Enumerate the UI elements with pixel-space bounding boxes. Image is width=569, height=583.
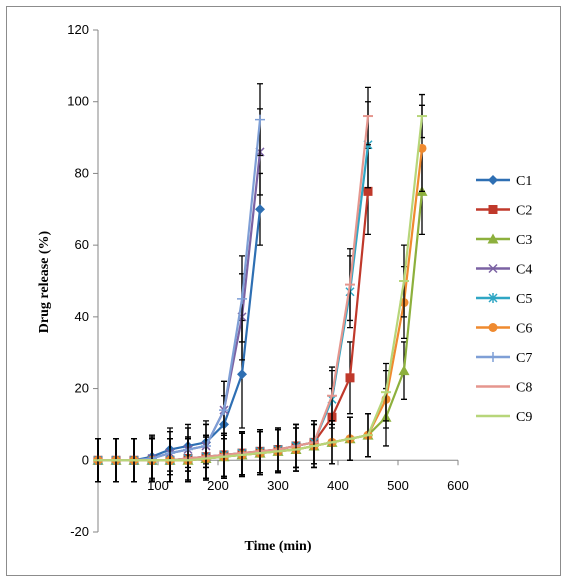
data-point (363, 186, 373, 196)
x-tick-label: 400 (327, 478, 349, 493)
y-tick-label: 40 (75, 309, 89, 324)
x-tick-label: 300 (267, 478, 289, 493)
x-tick-label: 600 (447, 478, 469, 493)
data-point (237, 293, 247, 304)
x-axis-title: Time (min) (244, 539, 311, 554)
legend-item-c8: C8 (476, 381, 532, 396)
y-tick-label: -20 (70, 524, 89, 539)
legend-item-c4: C4 (476, 263, 532, 278)
series-layer (92, 83, 428, 483)
legend: C1 C2 C3 C4 C5 C6 C7 C8 C9 (476, 174, 532, 425)
series-c7 (93, 83, 265, 483)
x-tick-label: 200 (207, 478, 229, 493)
data-point (255, 114, 265, 125)
legend-label: C1 (516, 174, 532, 189)
series-line (98, 151, 262, 462)
legend-label: C9 (516, 410, 532, 425)
series-c2 (93, 147, 373, 483)
legend-item-c1: C1 (476, 174, 532, 189)
legend-item-c3: C3 (476, 233, 532, 248)
series-c8 (93, 86, 373, 483)
legend-item-c2: C2 (476, 204, 532, 219)
series-line (98, 115, 370, 462)
legend-marker (487, 233, 499, 244)
data-point (237, 369, 247, 380)
legend-label: C7 (516, 351, 532, 366)
legend-marker (488, 352, 498, 362)
legend-label: C2 (516, 204, 532, 219)
legend-item-c5: C5 (476, 292, 532, 307)
y-tick-label: 60 (75, 237, 89, 252)
legend-label: C4 (516, 263, 532, 278)
data-point (398, 365, 410, 376)
legend-item-c7: C7 (476, 351, 532, 366)
series-c4 (93, 108, 265, 483)
y-tick-label: 120 (67, 22, 89, 37)
x-tick-label: 500 (387, 478, 409, 493)
y-axis-title: Drug release (%) (37, 230, 52, 333)
data-point (345, 373, 355, 383)
data-point (219, 405, 229, 416)
legend-marker (488, 293, 498, 303)
y-tick-label: 100 (67, 94, 89, 109)
legend-marker (488, 263, 498, 274)
legend-marker (488, 175, 498, 185)
y-tick-label: 20 (75, 381, 89, 396)
y-tick-label: 80 (75, 165, 89, 180)
data-point (255, 204, 265, 215)
legend-marker (488, 323, 498, 332)
y-tick-label: 0 (82, 452, 89, 467)
legend-item-c9: C9 (476, 410, 532, 425)
legend-label: C6 (516, 322, 532, 337)
legend-item-c6: C6 (476, 322, 532, 337)
series-c9 (93, 93, 427, 483)
legend-marker (488, 205, 498, 214)
legend-label: C3 (516, 233, 532, 248)
legend-label: C8 (516, 381, 532, 396)
series-line (98, 119, 262, 462)
legend-label: C5 (516, 292, 532, 307)
